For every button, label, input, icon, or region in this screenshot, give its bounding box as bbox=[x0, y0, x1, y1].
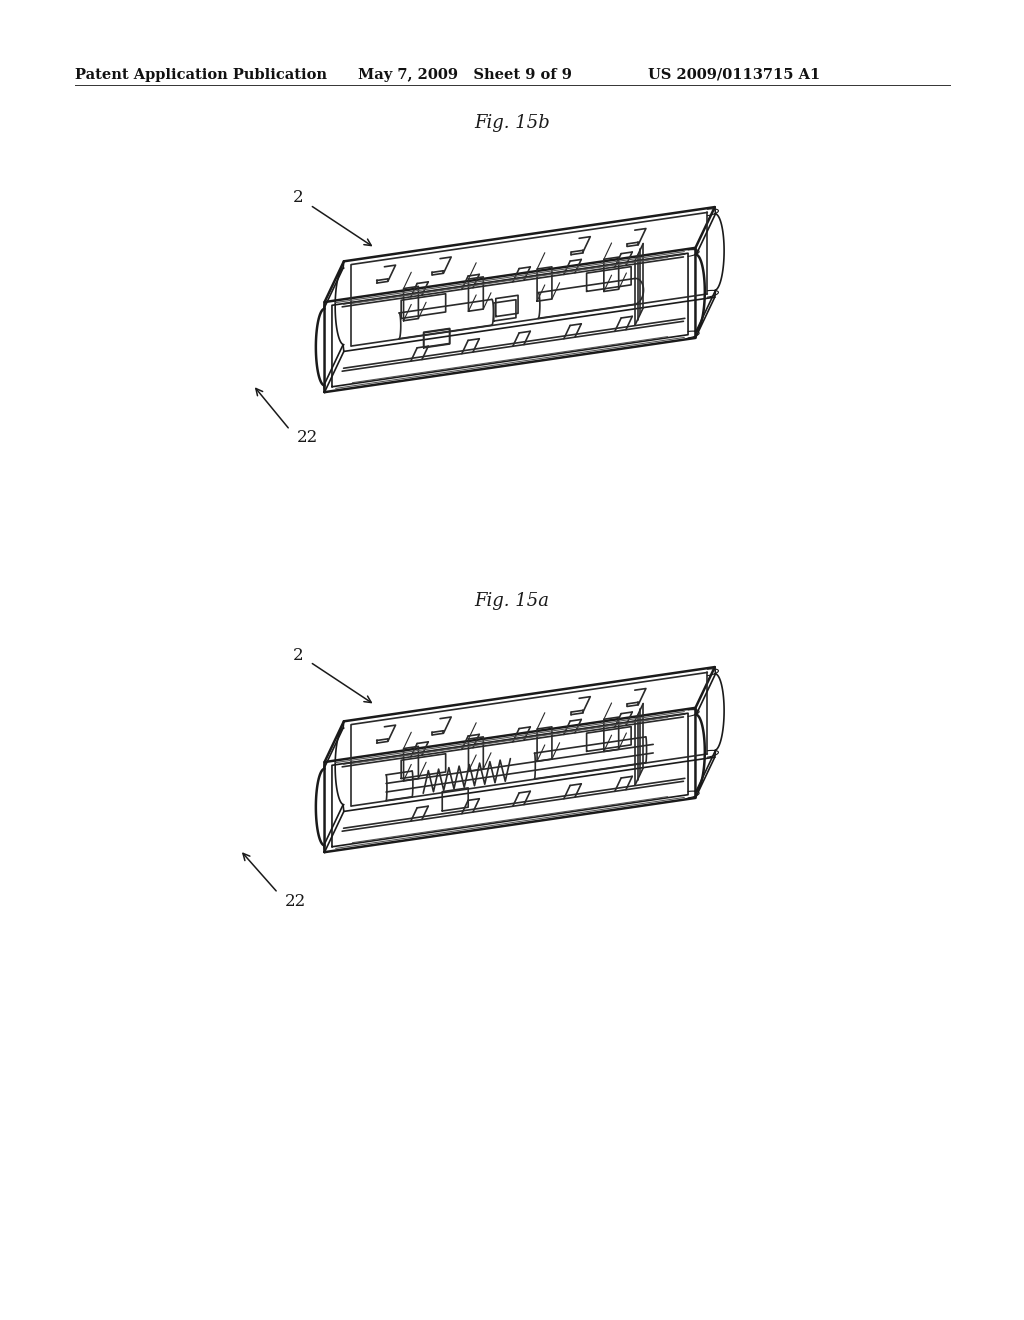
Text: 22: 22 bbox=[285, 894, 305, 911]
Text: 2: 2 bbox=[293, 647, 303, 664]
Text: Fig. 15a: Fig. 15a bbox=[474, 591, 550, 610]
Text: US 2009/0113715 A1: US 2009/0113715 A1 bbox=[648, 69, 820, 82]
Text: Fig. 15b: Fig. 15b bbox=[474, 114, 550, 132]
Text: Patent Application Publication: Patent Application Publication bbox=[75, 69, 327, 82]
Text: 22: 22 bbox=[296, 429, 317, 446]
Text: 2: 2 bbox=[293, 190, 303, 206]
Text: May 7, 2009   Sheet 9 of 9: May 7, 2009 Sheet 9 of 9 bbox=[358, 69, 571, 82]
